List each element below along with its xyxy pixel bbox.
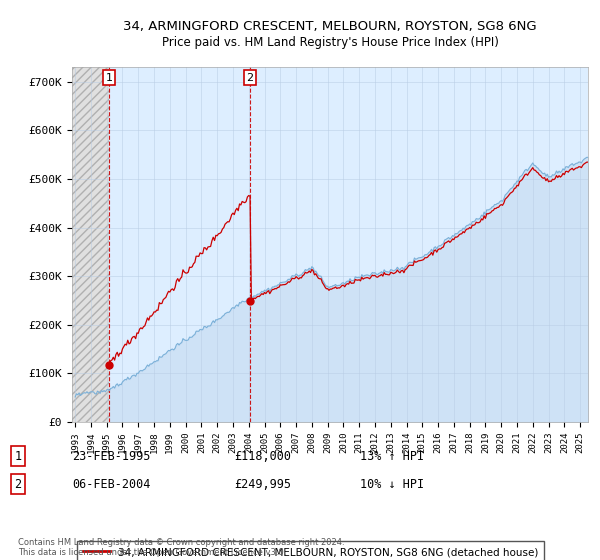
Text: 23-FEB-1995: 23-FEB-1995 — [72, 450, 151, 463]
Legend: 34, ARMINGFORD CRESCENT, MELBOURN, ROYSTON, SG8 6NG (detached house), HPI: Avera: 34, ARMINGFORD CRESCENT, MELBOURN, ROYST… — [77, 541, 544, 560]
Text: Price paid vs. HM Land Registry's House Price Index (HPI): Price paid vs. HM Land Registry's House … — [161, 36, 499, 49]
Text: 13% ↑ HPI: 13% ↑ HPI — [360, 450, 424, 463]
Text: 10% ↓ HPI: 10% ↓ HPI — [360, 478, 424, 491]
Text: 34, ARMINGFORD CRESCENT, MELBOURN, ROYSTON, SG8 6NG: 34, ARMINGFORD CRESCENT, MELBOURN, ROYST… — [123, 20, 537, 32]
Text: 2: 2 — [247, 73, 254, 82]
Text: 1: 1 — [106, 73, 112, 82]
Text: 2: 2 — [14, 478, 22, 491]
Text: £118,000: £118,000 — [234, 450, 291, 463]
Bar — [72, 67, 109, 422]
Text: 1: 1 — [14, 450, 22, 463]
Text: £249,995: £249,995 — [234, 478, 291, 491]
Text: Contains HM Land Registry data © Crown copyright and database right 2024.
This d: Contains HM Land Registry data © Crown c… — [18, 538, 344, 557]
Text: 06-FEB-2004: 06-FEB-2004 — [72, 478, 151, 491]
